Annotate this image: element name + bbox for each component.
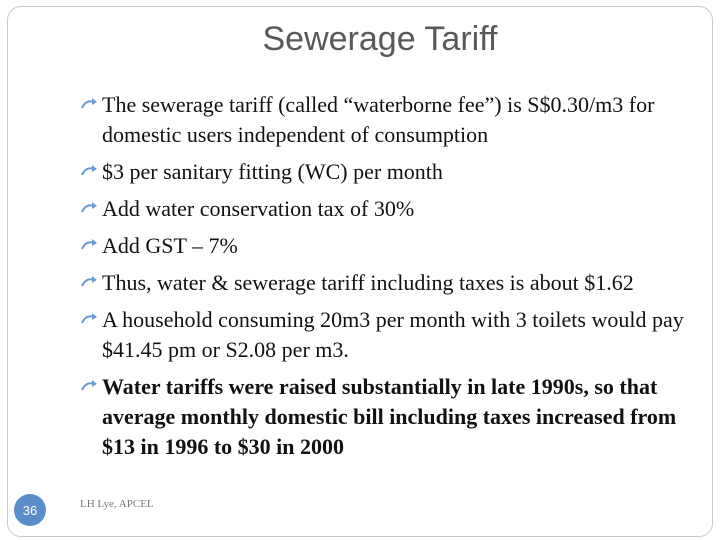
slide-frame — [7, 6, 713, 537]
curved-arrow-icon — [81, 165, 97, 176]
bullet-item: Water tariffs were raised substantially … — [80, 372, 690, 462]
bullet-item: A household consuming 20m3 per month wit… — [80, 305, 690, 365]
bullet-text: $3 per sanitary fitting (WC) per month — [102, 159, 443, 184]
bullet-item: Add water conservation tax of 30% — [80, 194, 690, 224]
bullet-item: Add GST – 7% — [80, 231, 690, 261]
bullet-text: Water tariffs were raised substantially … — [102, 374, 677, 459]
bullet-text: A household consuming 20m3 per month wit… — [102, 307, 684, 362]
bullet-text: Add water conservation tax of 30% — [102, 196, 415, 221]
curved-arrow-icon — [81, 276, 97, 287]
curved-arrow-icon — [81, 98, 97, 109]
curved-arrow-icon — [81, 313, 97, 324]
bullet-text: Add GST – 7% — [102, 233, 238, 258]
curved-arrow-icon — [81, 239, 97, 250]
footer-text: LH Lye, APCEL — [80, 498, 154, 510]
bullet-list: The sewerage tariff (called “waterborne … — [80, 90, 690, 469]
bullet-item: Thus, water & sewerage tariff including … — [80, 268, 690, 298]
bullet-item: $3 per sanitary fitting (WC) per month — [80, 157, 690, 187]
curved-arrow-icon — [81, 202, 97, 213]
slide-title: Sewerage Tariff — [262, 20, 498, 58]
bullet-text: Thus, water & sewerage tariff including … — [102, 270, 634, 295]
slide-number-badge: 36 — [14, 494, 46, 526]
curved-arrow-icon — [81, 380, 97, 391]
bullet-item: The sewerage tariff (called “waterborne … — [80, 90, 690, 150]
bullet-text: The sewerage tariff (called “waterborne … — [102, 92, 655, 147]
